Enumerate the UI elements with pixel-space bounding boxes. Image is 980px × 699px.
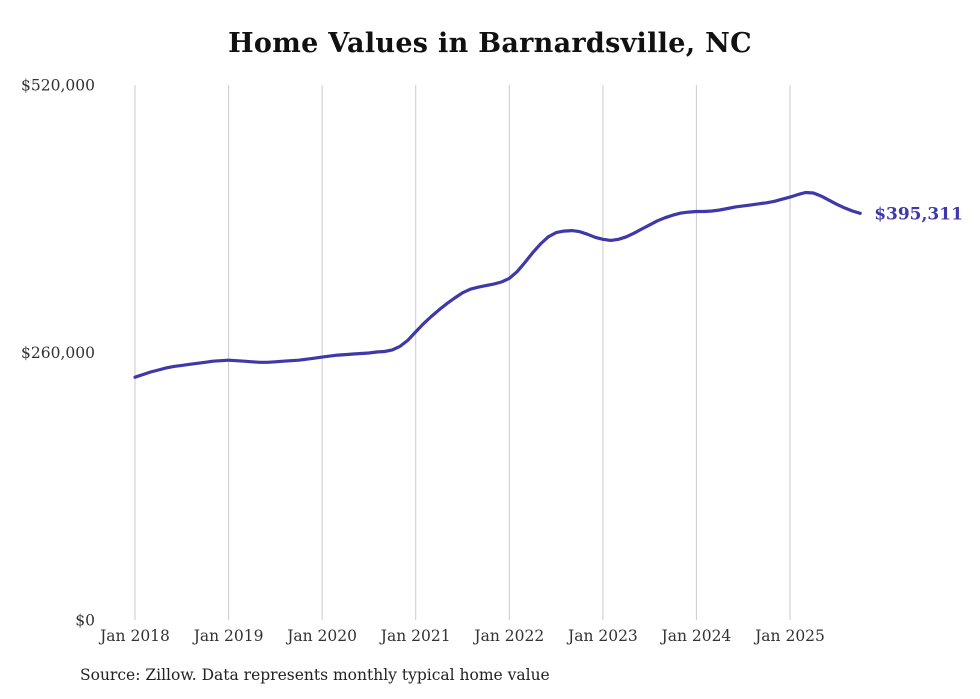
x-axis-label: Jan 2018	[98, 627, 170, 645]
x-axis-label: Jan 2020	[285, 627, 357, 645]
x-axis-label: Jan 2023	[566, 627, 638, 645]
chart-title: Home Values in Barnardsville, NC	[228, 28, 752, 59]
x-axis-label: Jan 2019	[192, 627, 264, 645]
y-axis-label: $520,000	[21, 77, 95, 95]
y-axis-label: $260,000	[21, 344, 95, 362]
x-axis-label: Jan 2024	[659, 627, 731, 645]
home-value-line	[133, 190, 862, 379]
latest-value-label: $395,311	[874, 204, 963, 224]
y-axis-label: $0	[75, 612, 95, 630]
x-axis-label: Jan 2025	[753, 627, 825, 645]
source-note: Source: Zillow. Data represents monthly …	[80, 666, 550, 684]
x-axis-label: Jan 2021	[379, 627, 451, 645]
x-axis-label: Jan 2022	[472, 627, 544, 645]
